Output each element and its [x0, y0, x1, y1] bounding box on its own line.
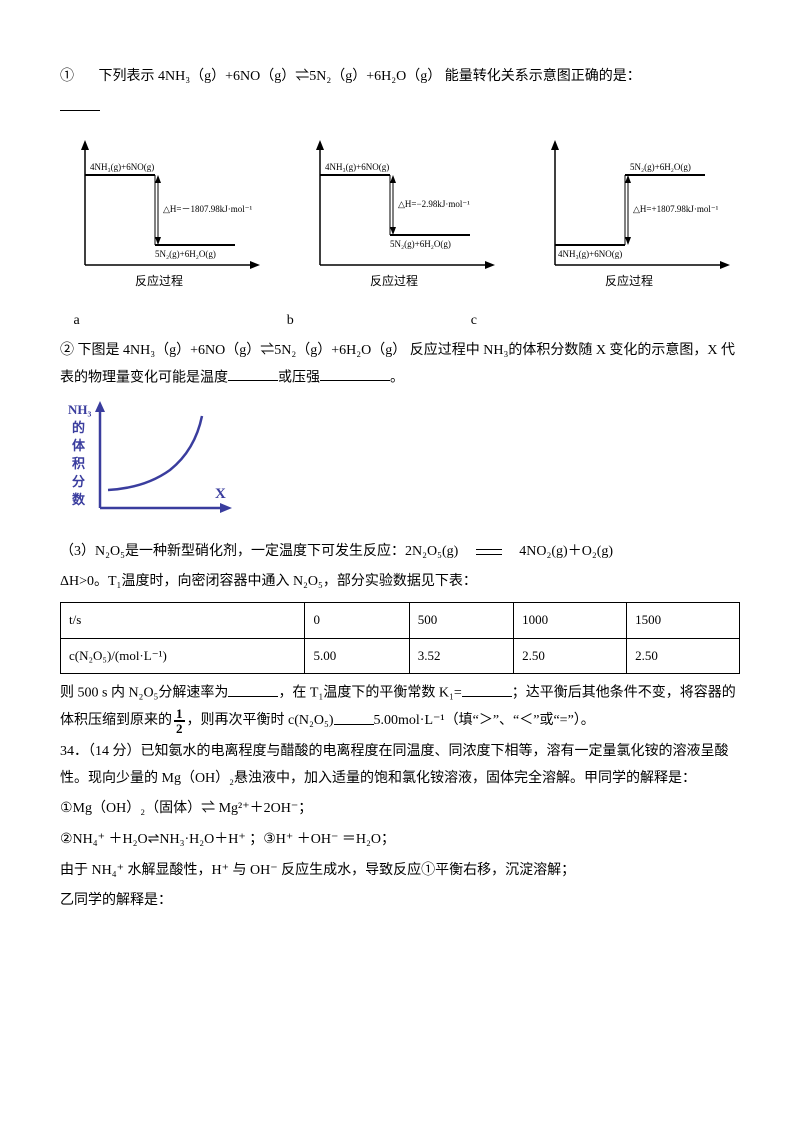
svg-text:△H=+1807.98kJ·mol⁻¹: △H=+1807.98kJ·mol⁻¹: [633, 204, 719, 214]
q3b-blank-2[interactable]: [462, 680, 512, 696]
q1-num: ①: [60, 69, 74, 84]
cell-r2c1: c(N₂O₅)/(mol·L⁻¹): [61, 638, 305, 674]
svg-text:5N₂(g)+6H₂O(g): 5N₂(g)+6H₂O(g): [155, 249, 216, 259]
q3b-e: 5.00mol·L⁻¹（填“＞”、“＜”或“=”）。: [374, 714, 595, 729]
q34-head: 34．（14 分）已知氨水的电离程度与醋酸的电离程度在同温度、同浓度下相等，溶有…: [60, 739, 740, 792]
svg-text:的: 的: [72, 420, 85, 435]
svg-text:反应过程: 反应过程: [135, 273, 183, 288]
data-table: t/s 0 500 1000 1500 c(N₂O₅)/(mol·L⁻¹) 5.…: [60, 602, 740, 674]
svg-text:4NH₃(g)+6NO(g): 4NH₃(g)+6NO(g): [325, 162, 389, 172]
q34-l1: ①Mg（OH）₂（固体）⇌ Mg²⁺＋2OH⁻；: [60, 796, 740, 823]
nh3-curve-svg: NH₃ 的 体 积 分 数 X: [60, 398, 240, 533]
svg-text:积: 积: [72, 456, 85, 471]
q2-blank-1[interactable]: [228, 365, 278, 381]
svg-text:X: X: [215, 486, 226, 502]
cell-r2c2: 5.00: [305, 638, 409, 674]
cell-r1c2: 0: [305, 602, 409, 638]
cell-r2c3: 3.52: [409, 638, 513, 674]
svg-text:反应过程: 反应过程: [605, 273, 653, 288]
q3b-a: 则 500 s 内 N₂O₅分解速率为: [60, 686, 228, 701]
abc-labels: a b c: [60, 308, 740, 335]
q3-intro-a: （3）N₂O₅是一种新型硝化剂，一定温度下可发生反应：2N₂O₅(g): [60, 544, 458, 559]
q1-post: 能量转化关系示意图正确的是：: [445, 69, 641, 84]
q1-pre: 下列表示: [99, 69, 155, 84]
q2-end: 。: [390, 370, 404, 385]
q2-pre: 下图是: [78, 343, 120, 358]
q2-num: ②: [60, 343, 74, 358]
cell-r2c5: 2.50: [627, 638, 740, 674]
cell-r1c5: 1500: [627, 602, 740, 638]
diagram-c: 5N₂(g)+6H₂O(g) △H=+1807.98kJ·mol⁻¹ 4NH₃(…: [530, 130, 740, 300]
svg-text:反应过程: 反应过程: [370, 273, 418, 288]
q3b-d: ，则再次平衡时 c(N₂O₅): [187, 714, 334, 729]
q3b-b: ，在 T₁温度下的平衡常数 K₁=: [278, 686, 461, 701]
cell-r2c4: 2.50: [514, 638, 627, 674]
q3-intro-b: 4NO₂(g)＋O₂(g): [519, 544, 613, 559]
diagram-a: 4NH₃(g)+6NO(g) △H=－1807.98kJ·mol⁻¹ 5N₂(g…: [60, 130, 270, 300]
q34-l2: ②NH₄⁺ ＋H₂O⇌NH₃·H₂O＋H⁺ ；③H⁺ ＋OH⁻ ＝H₂O；: [60, 827, 740, 854]
equilibrium-arrow-icon: [476, 546, 502, 558]
q3b-blank-3[interactable]: [334, 708, 374, 724]
cell-r1c3: 500: [409, 602, 513, 638]
svg-text:5N₂(g)+6H₂O(g): 5N₂(g)+6H₂O(g): [390, 239, 451, 249]
q1-answer-blank[interactable]: [60, 95, 100, 111]
fraction-half: 12: [174, 707, 185, 735]
svg-text:NH₃: NH₃: [68, 402, 92, 417]
q34-l4: 乙同学的解释是：: [60, 888, 740, 915]
svg-text:4NH₃(g)+6NO(g): 4NH₃(g)+6NO(g): [558, 249, 622, 259]
svg-text:数: 数: [72, 492, 86, 507]
table-row: c(N₂O₅)/(mol·L⁻¹) 5.00 3.52 2.50 2.50: [61, 638, 740, 674]
q2-blank-2[interactable]: [320, 365, 390, 381]
svg-text:△H=－1807.98kJ·mol⁻¹: △H=－1807.98kJ·mol⁻¹: [163, 204, 252, 214]
q3-followup: 则 500 s 内 N₂O₅分解速率为，在 T₁温度下的平衡常数 K₁=；达平衡…: [60, 680, 740, 735]
q2-eq: 4NH₃（g）+6NO（g）⇌5N₂（g）+6H₂O（g）: [123, 343, 406, 358]
diagram-b: 4NH₃(g)+6NO(g) △H=−2.98kJ·mol⁻¹ 5N₂(g)+6…: [295, 130, 505, 300]
q3b-blank-1[interactable]: [228, 680, 278, 696]
q2-or: 或压强: [278, 370, 320, 385]
diagram-c-svg: 5N₂(g)+6H₂O(g) △H=+1807.98kJ·mol⁻¹ 4NH₃(…: [530, 130, 740, 300]
label-c: c: [471, 308, 477, 335]
q2-line: ② 下图是 4NH₃（g）+6NO（g）⇌5N₂（g）+6H₂O（g） 反应过程…: [60, 338, 740, 392]
diagram-b-svg: 4NH₃(g)+6NO(g) △H=−2.98kJ·mol⁻¹ 5N₂(g)+6…: [295, 130, 505, 300]
svg-text:△H=−2.98kJ·mol⁻¹: △H=−2.98kJ·mol⁻¹: [398, 199, 470, 209]
energy-diagrams-row: 4NH₃(g)+6NO(g) △H=－1807.98kJ·mol⁻¹ 5N₂(g…: [60, 130, 740, 300]
diagram-a-svg: 4NH₃(g)+6NO(g) △H=－1807.98kJ·mol⁻¹ 5N₂(g…: [60, 130, 270, 300]
q3-line2: ΔH>0。T₁温度时，向密闭容器中通入 N₂O₅，部分实验数据见下表：: [60, 569, 740, 596]
q1-line: ① 下列表示 4NH₃（g）+6NO（g）⇌5N₂（g）+6H₂O（g） 能量转…: [60, 64, 740, 91]
q1-eq: 4NH₃（g）+6NO（g）⇌5N₂（g）+6H₂O（g）: [158, 69, 441, 84]
label-b: b: [287, 308, 294, 335]
svg-text:体: 体: [72, 438, 86, 453]
cell-r1c4: 1000: [514, 602, 627, 638]
q3-intro: （3）N₂O₅是一种新型硝化剂，一定温度下可发生反应：2N₂O₅(g) 4NO₂…: [60, 539, 740, 566]
svg-text:4NH₃(g)+6NO(g): 4NH₃(g)+6NO(g): [90, 162, 154, 172]
label-a: a: [74, 308, 80, 335]
svg-text:5N₂(g)+6H₂O(g): 5N₂(g)+6H₂O(g): [630, 162, 691, 172]
q34-l3: 由于 NH₄⁺ 水解显酸性，H⁺ 与 OH⁻ 反应生成水，导致反应①平衡右移，沉…: [60, 858, 740, 885]
svg-text:分: 分: [72, 474, 85, 489]
table-row: t/s 0 500 1000 1500: [61, 602, 740, 638]
nh3-curve: NH₃ 的 体 积 分 数 X: [60, 398, 240, 533]
cell-r1c1: t/s: [61, 602, 305, 638]
